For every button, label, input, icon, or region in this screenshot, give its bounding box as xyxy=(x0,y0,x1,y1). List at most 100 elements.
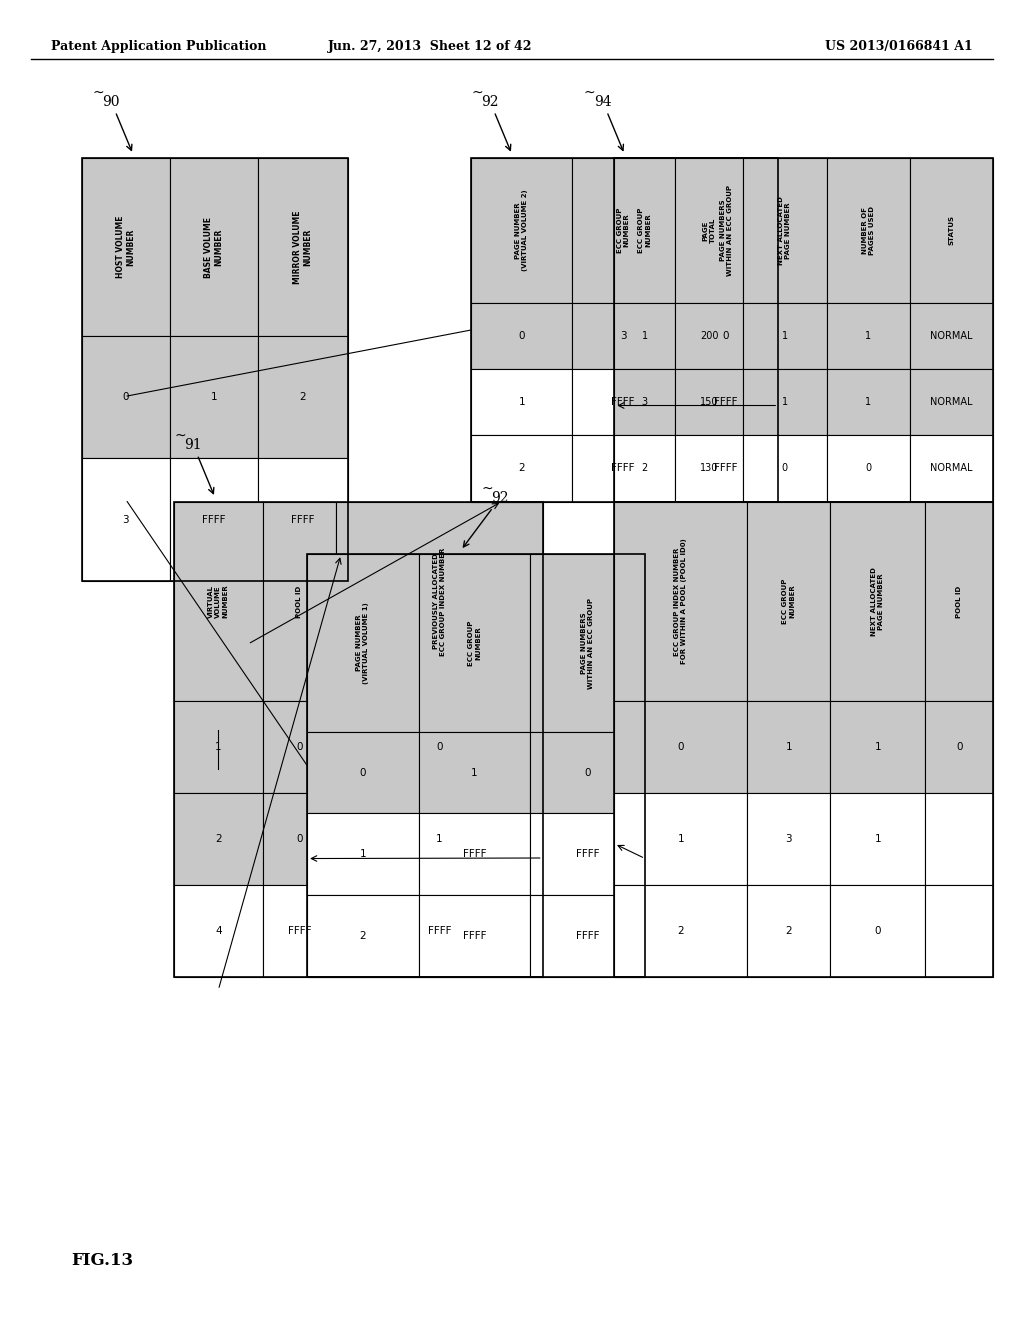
Text: NEXT ALLOCATED
PAGE NUMBER: NEXT ALLOCATED PAGE NUMBER xyxy=(778,197,792,265)
Text: 150: 150 xyxy=(699,397,719,407)
Bar xyxy=(830,502,925,701)
Bar xyxy=(262,701,336,793)
Bar xyxy=(614,436,675,502)
Bar xyxy=(614,502,748,701)
Bar xyxy=(826,368,910,436)
Text: ~: ~ xyxy=(174,429,185,442)
Bar xyxy=(336,502,543,701)
Text: 1: 1 xyxy=(865,331,871,341)
Text: FFFF: FFFF xyxy=(463,849,486,859)
Bar xyxy=(530,554,645,731)
Bar xyxy=(743,436,826,502)
Bar xyxy=(170,458,258,581)
Text: NORMAL: NORMAL xyxy=(931,331,973,341)
Text: 3: 3 xyxy=(123,515,129,524)
Bar xyxy=(336,701,543,793)
Bar xyxy=(614,701,748,793)
Text: NUMBER OF
PAGES USED: NUMBER OF PAGES USED xyxy=(862,206,874,255)
Bar xyxy=(174,502,262,701)
Text: FIG.13: FIG.13 xyxy=(72,1253,133,1269)
Bar xyxy=(910,368,993,436)
Text: 0: 0 xyxy=(865,463,871,474)
Bar xyxy=(572,368,674,436)
Bar xyxy=(925,701,993,793)
Bar xyxy=(614,502,993,977)
Text: 1: 1 xyxy=(359,849,367,859)
Bar xyxy=(258,335,348,458)
Bar xyxy=(307,813,419,895)
Text: 94: 94 xyxy=(594,95,624,150)
Text: STATUS: STATUS xyxy=(948,215,954,246)
Text: 91: 91 xyxy=(184,438,214,494)
Bar xyxy=(258,458,348,581)
Bar xyxy=(170,158,258,335)
Bar xyxy=(674,158,778,302)
Bar xyxy=(336,884,543,977)
Bar xyxy=(925,793,993,884)
Bar xyxy=(910,158,993,302)
Text: 2: 2 xyxy=(785,925,792,936)
Bar xyxy=(471,368,572,436)
Bar xyxy=(830,884,925,977)
Text: 2: 2 xyxy=(642,463,648,474)
Text: 0: 0 xyxy=(874,925,881,936)
Text: 3: 3 xyxy=(642,397,648,407)
Bar xyxy=(307,554,645,977)
Text: 200: 200 xyxy=(699,331,719,341)
Text: 2: 2 xyxy=(518,463,525,474)
Text: ECC GROUP
NUMBER: ECC GROUP NUMBER xyxy=(782,578,796,624)
Text: 2: 2 xyxy=(359,931,367,941)
Text: 130: 130 xyxy=(700,463,718,474)
Text: 0: 0 xyxy=(956,742,963,752)
Text: ECC GROUP
NUMBER: ECC GROUP NUMBER xyxy=(616,207,630,253)
Text: 1: 1 xyxy=(215,742,221,752)
Bar xyxy=(910,436,993,502)
Text: FFFF: FFFF xyxy=(715,463,737,474)
Bar xyxy=(174,502,543,977)
Text: 0: 0 xyxy=(359,768,367,777)
Text: 1: 1 xyxy=(782,397,787,407)
Text: Jun. 27, 2013  Sheet 12 of 42: Jun. 27, 2013 Sheet 12 of 42 xyxy=(328,40,532,53)
Bar xyxy=(674,436,778,502)
Text: ~: ~ xyxy=(471,86,482,99)
Bar xyxy=(748,884,830,977)
Text: 3: 3 xyxy=(620,331,627,341)
Bar xyxy=(675,436,743,502)
Text: FFFF: FFFF xyxy=(611,397,635,407)
Text: VIRTUAL
VOLUME
NUMBER: VIRTUAL VOLUME NUMBER xyxy=(208,585,228,618)
Bar xyxy=(262,793,336,884)
Text: ECC GROUP
NUMBER: ECC GROUP NUMBER xyxy=(468,620,481,665)
Text: ~: ~ xyxy=(92,86,103,99)
Bar xyxy=(82,158,348,581)
Text: 0: 0 xyxy=(518,331,525,341)
Bar xyxy=(471,302,572,368)
Bar xyxy=(910,302,993,368)
Bar xyxy=(748,502,830,701)
Bar xyxy=(614,793,748,884)
Bar xyxy=(830,701,925,793)
Bar xyxy=(471,436,572,502)
Text: FFFF: FFFF xyxy=(428,925,452,936)
Text: 1: 1 xyxy=(518,397,525,407)
Bar xyxy=(675,368,743,436)
Text: 0: 0 xyxy=(296,834,303,843)
Text: 1: 1 xyxy=(210,392,217,403)
Bar xyxy=(572,302,674,368)
Text: FFFF: FFFF xyxy=(611,463,635,474)
Text: PAGE NUMBERS
WITHIN AN ECC GROUP: PAGE NUMBERS WITHIN AN ECC GROUP xyxy=(582,598,594,689)
Text: 1: 1 xyxy=(785,742,792,752)
Text: ~: ~ xyxy=(584,86,595,99)
Bar xyxy=(336,793,543,884)
Bar xyxy=(826,436,910,502)
Bar xyxy=(925,884,993,977)
Bar xyxy=(258,158,348,335)
Bar xyxy=(419,813,530,895)
Text: NORMAL: NORMAL xyxy=(931,463,973,474)
Text: 1: 1 xyxy=(874,834,881,843)
Bar xyxy=(675,302,743,368)
Text: 3: 3 xyxy=(785,834,792,843)
Bar xyxy=(748,793,830,884)
Bar xyxy=(925,502,993,701)
Text: 1: 1 xyxy=(436,834,442,843)
Bar xyxy=(307,731,419,813)
